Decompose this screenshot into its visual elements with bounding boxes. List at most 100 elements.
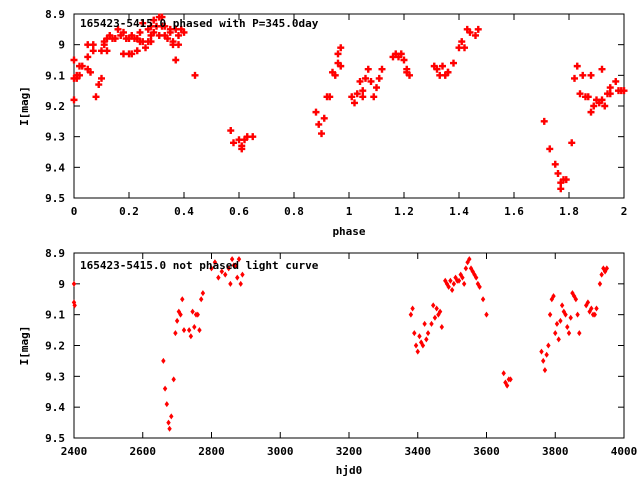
x-tick-label: 2 xyxy=(621,205,628,218)
data-point xyxy=(568,314,573,321)
data-point xyxy=(166,28,174,36)
data-point xyxy=(546,342,551,349)
data-point xyxy=(595,99,603,107)
data-point xyxy=(589,305,594,312)
data-point xyxy=(153,22,160,30)
data-point xyxy=(472,31,479,39)
data-point xyxy=(243,133,251,141)
x-tick-label: 1.4 xyxy=(449,205,469,218)
data-point xyxy=(164,35,171,43)
data-point xyxy=(176,308,182,315)
data-point xyxy=(599,271,604,278)
data-point xyxy=(348,93,356,101)
data-point xyxy=(312,108,320,116)
data-point xyxy=(142,44,149,52)
data-point xyxy=(195,311,200,318)
data-point xyxy=(597,280,603,287)
data-point xyxy=(477,283,482,290)
data-point xyxy=(456,277,462,284)
data-point xyxy=(504,382,510,389)
data-point xyxy=(455,44,463,52)
data-point xyxy=(554,320,560,327)
x-tick-label: 1.2 xyxy=(394,205,414,218)
data-point xyxy=(351,99,358,107)
data-point xyxy=(392,50,400,58)
data-point xyxy=(417,333,422,340)
x-tick-label: 0 xyxy=(71,205,78,218)
data-point xyxy=(158,13,166,21)
x-axis-label: hjd0 xyxy=(336,464,363,477)
data-point xyxy=(173,330,178,337)
y-tick-label: 9 xyxy=(58,278,65,291)
y-tick-label: 9.5 xyxy=(45,192,65,205)
data-point xyxy=(587,71,595,79)
data-point xyxy=(166,419,171,426)
data-point xyxy=(136,28,144,36)
data-point xyxy=(604,265,610,272)
data-point xyxy=(566,330,572,337)
data-point xyxy=(72,302,77,309)
plot-frame xyxy=(73,13,625,199)
data-point xyxy=(73,74,81,82)
data-point xyxy=(84,41,92,49)
data-point xyxy=(458,38,466,46)
data-point xyxy=(395,53,402,61)
data-point xyxy=(412,330,417,337)
data-point xyxy=(571,74,578,82)
y-tick-label: 9.1 xyxy=(45,309,65,322)
data-point xyxy=(133,47,141,55)
data-point xyxy=(133,35,141,43)
x-tick-label: 3800 xyxy=(542,445,569,458)
data-point xyxy=(212,259,218,266)
data-point xyxy=(541,357,546,364)
data-point xyxy=(117,31,125,39)
data-point xyxy=(620,87,628,95)
data-point xyxy=(573,296,579,303)
data-point xyxy=(98,47,106,55)
data-point xyxy=(78,62,86,70)
data-point xyxy=(598,96,606,104)
x-tick-label: 0.8 xyxy=(284,205,304,218)
data-point xyxy=(463,25,471,33)
data-point xyxy=(139,19,147,27)
data-point xyxy=(431,302,436,309)
data-point xyxy=(413,342,419,349)
data-point xyxy=(329,68,336,76)
y-tick-label: 9.3 xyxy=(45,131,65,144)
data-point xyxy=(554,169,562,177)
data-point xyxy=(359,87,367,95)
x-tick-label: 0.6 xyxy=(229,205,249,218)
data-point xyxy=(318,130,325,138)
data-point xyxy=(446,283,451,290)
data-point xyxy=(125,35,133,43)
data-point xyxy=(197,327,202,334)
data-point xyxy=(439,62,446,70)
data-point xyxy=(403,68,411,76)
data-point xyxy=(568,139,576,147)
data-point xyxy=(587,108,595,116)
plot-frame xyxy=(73,252,625,439)
data-point xyxy=(230,139,237,147)
data-point xyxy=(180,296,185,303)
data-point xyxy=(175,31,182,39)
data-point xyxy=(612,77,620,85)
y-tick-label: 9.4 xyxy=(45,401,65,414)
data-point xyxy=(430,62,438,70)
data-point xyxy=(240,271,245,278)
data-point xyxy=(155,31,163,39)
data-point xyxy=(565,324,570,330)
data-point xyxy=(161,22,169,30)
data-point xyxy=(584,93,592,101)
y-tick-label: 9.4 xyxy=(45,161,65,174)
data-point xyxy=(103,47,111,55)
data-point xyxy=(400,56,408,64)
data-point xyxy=(364,65,372,73)
data-point xyxy=(434,305,439,312)
data-point xyxy=(114,25,122,33)
data-point xyxy=(106,31,114,39)
data-point xyxy=(420,342,426,349)
x-tick-label: 3200 xyxy=(336,445,363,458)
data-point xyxy=(441,71,449,79)
data-point xyxy=(326,93,334,101)
y-tick-label: 8.9 xyxy=(45,247,65,260)
